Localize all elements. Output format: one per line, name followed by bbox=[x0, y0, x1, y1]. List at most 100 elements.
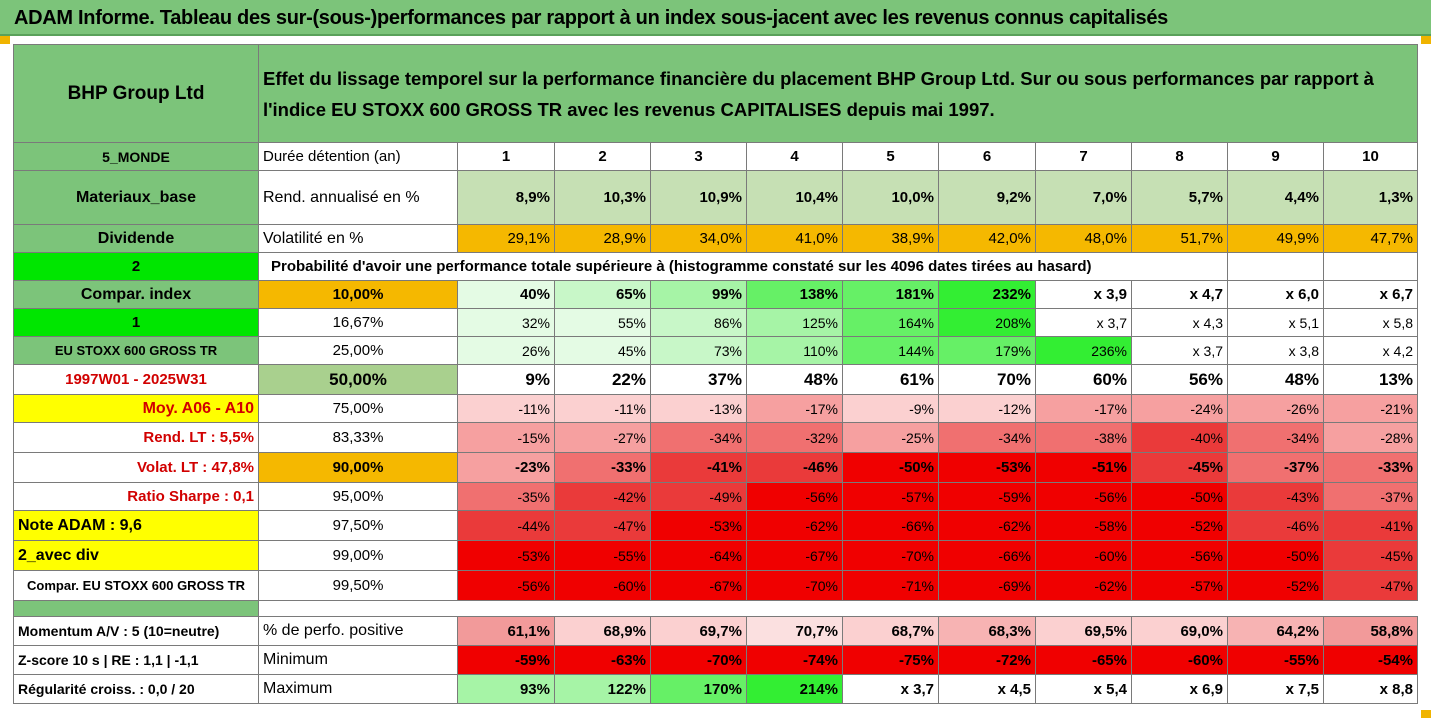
company-name: BHP Group Ltd bbox=[13, 44, 259, 143]
prob-value: 13% bbox=[1323, 364, 1418, 395]
prob-value: x 5,8 bbox=[1323, 308, 1418, 337]
prob-value: -45% bbox=[1323, 540, 1418, 571]
prob-value: -15% bbox=[457, 422, 555, 453]
prob-value: -56% bbox=[1131, 540, 1228, 571]
stat-value: x 4,5 bbox=[938, 674, 1036, 704]
stat-value: 68,7% bbox=[842, 616, 939, 646]
stat-value: x 5,4 bbox=[1035, 674, 1132, 704]
stat-label: % de perfo. positive bbox=[258, 616, 458, 646]
prob-value: x 6,0 bbox=[1227, 280, 1324, 309]
threshold-value: 90,00% bbox=[258, 452, 458, 483]
prob-value: -26% bbox=[1227, 394, 1324, 423]
vol-value: 38,9% bbox=[842, 224, 939, 253]
stat-value: 68,3% bbox=[938, 616, 1036, 646]
stat-value: -59% bbox=[457, 645, 555, 675]
vol-value: 51,7% bbox=[1131, 224, 1228, 253]
prob-row: Rend. LT : 5,5% 83,33% -15% -27% -34% -32% -25… bbox=[13, 422, 1418, 453]
prob-value: 65% bbox=[554, 280, 651, 309]
rend-value: 10,4% bbox=[746, 170, 843, 225]
threshold-value: 99,50% bbox=[258, 570, 458, 601]
left-info-period: 1997W01 - 2025W31 bbox=[13, 364, 259, 395]
stat-value: -54% bbox=[1323, 645, 1418, 675]
left-info-compar: Compar. index bbox=[13, 280, 259, 309]
prob-row: Volat. LT : 47,8% 90,00% -23% -33% -41% -46% -… bbox=[13, 452, 1418, 483]
vol-value: 47,7% bbox=[1323, 224, 1418, 253]
vol-value: 48,0% bbox=[1035, 224, 1132, 253]
stat-value: -65% bbox=[1035, 645, 1132, 675]
prob-value: 48% bbox=[746, 364, 843, 395]
prob-value: 61% bbox=[842, 364, 939, 395]
prob-value: 45% bbox=[554, 336, 651, 365]
threshold-value: 83,33% bbox=[258, 422, 458, 453]
stat-value: 170% bbox=[650, 674, 747, 704]
prob-value: -33% bbox=[1323, 452, 1418, 483]
rend-value: 4,4% bbox=[1227, 170, 1324, 225]
year-header: 5 bbox=[842, 142, 939, 171]
prob-value: -71% bbox=[842, 570, 939, 601]
left-info-sharpe: Ratio Sharpe : 0,1 bbox=[13, 482, 259, 511]
prob-value: x 3,9 bbox=[1035, 280, 1132, 309]
year-header: 4 bbox=[746, 142, 843, 171]
prob-row: Compar. EU STOXX 600 GROSS TR 99,50% -56% -… bbox=[13, 570, 1418, 601]
prob-value: 181% bbox=[842, 280, 939, 309]
report-title: ADAM Informe. Tableau des sur-(sous-)per… bbox=[14, 7, 1168, 29]
prob-value: -52% bbox=[1227, 570, 1324, 601]
prob-value: -60% bbox=[1035, 540, 1132, 571]
vol-value: 41,0% bbox=[746, 224, 843, 253]
year-header: 7 bbox=[1035, 142, 1132, 171]
prob-value: -57% bbox=[1131, 570, 1228, 601]
prob-value: -34% bbox=[650, 422, 747, 453]
vol-value: 42,0% bbox=[938, 224, 1036, 253]
prob-value: 73% bbox=[650, 336, 747, 365]
param-cell: 2 bbox=[13, 252, 259, 281]
prob-value: x 4,7 bbox=[1131, 280, 1228, 309]
stat-value: 122% bbox=[554, 674, 651, 704]
prob-value: -44% bbox=[457, 510, 555, 541]
left-info-volat-lt: Volat. LT : 47,8% bbox=[13, 452, 259, 483]
year-header: 2 bbox=[554, 142, 651, 171]
prob-value: 22% bbox=[554, 364, 651, 395]
stat-row: Régularité croiss. : 0,0 / 20 Maximum 93% 1… bbox=[13, 674, 1418, 704]
prob-value: -41% bbox=[650, 452, 747, 483]
prob-value: -60% bbox=[554, 570, 651, 601]
prob-value: -37% bbox=[1227, 452, 1324, 483]
prob-value: -27% bbox=[554, 422, 651, 453]
prob-value: -12% bbox=[938, 394, 1036, 423]
rend-value: 9,2% bbox=[938, 170, 1036, 225]
prob-value: -53% bbox=[650, 510, 747, 541]
prob-value: -35% bbox=[457, 482, 555, 511]
holding-period-label: Durée détention (an) bbox=[258, 142, 458, 171]
prob-value: 56% bbox=[1131, 364, 1228, 395]
stat-left-info: Régularité croiss. : 0,0 / 20 bbox=[13, 674, 259, 704]
prob-value: -62% bbox=[746, 510, 843, 541]
prob-value: -11% bbox=[554, 394, 651, 423]
prob-value: -53% bbox=[938, 452, 1036, 483]
description: Effet du lissage temporel sur la perform… bbox=[258, 44, 1418, 143]
prob-value: -57% bbox=[842, 482, 939, 511]
prob-value: -11% bbox=[457, 394, 555, 423]
prob-value: -53% bbox=[457, 540, 555, 571]
prob-row: Moy. A06 - A10 75,00% -11% -11% -13% -17% -9% -… bbox=[13, 394, 1418, 423]
prob-value: -50% bbox=[1227, 540, 1324, 571]
header-row: BHP Group Ltd Effet du lissage temporel s… bbox=[13, 44, 1418, 143]
prob-row: EU STOXX 600 GROSS TR 25,00% 26% 45% 73% 110%… bbox=[13, 336, 1418, 365]
stat-value: 93% bbox=[457, 674, 555, 704]
prob-row: 2_avec div 99,00% -53% -55% -64% -67% -70% -66%… bbox=[13, 540, 1418, 571]
dividend-label: Dividende bbox=[13, 224, 259, 253]
vol-value: 49,9% bbox=[1227, 224, 1324, 253]
rend-value: 1,3% bbox=[1323, 170, 1418, 225]
prob-value: 60% bbox=[1035, 364, 1132, 395]
sector-label: Materiaux_base bbox=[13, 170, 259, 225]
prob-value: -67% bbox=[746, 540, 843, 571]
prob-value: x 6,7 bbox=[1323, 280, 1418, 309]
left-info-avec-div: 2_avec div bbox=[13, 540, 259, 571]
left-info-rend-lt: Rend. LT : 5,5% bbox=[13, 422, 259, 453]
rend-value: 10,3% bbox=[554, 170, 651, 225]
description-line-2: l'indice EU STOXX 600 GROSS TR avec les … bbox=[263, 98, 995, 120]
prob-value: 232% bbox=[938, 280, 1036, 309]
stat-value: x 7,5 bbox=[1227, 674, 1324, 704]
prob-value: -70% bbox=[842, 540, 939, 571]
stat-label: Minimum bbox=[258, 645, 458, 675]
prob-value: -62% bbox=[938, 510, 1036, 541]
prob-value: -58% bbox=[1035, 510, 1132, 541]
